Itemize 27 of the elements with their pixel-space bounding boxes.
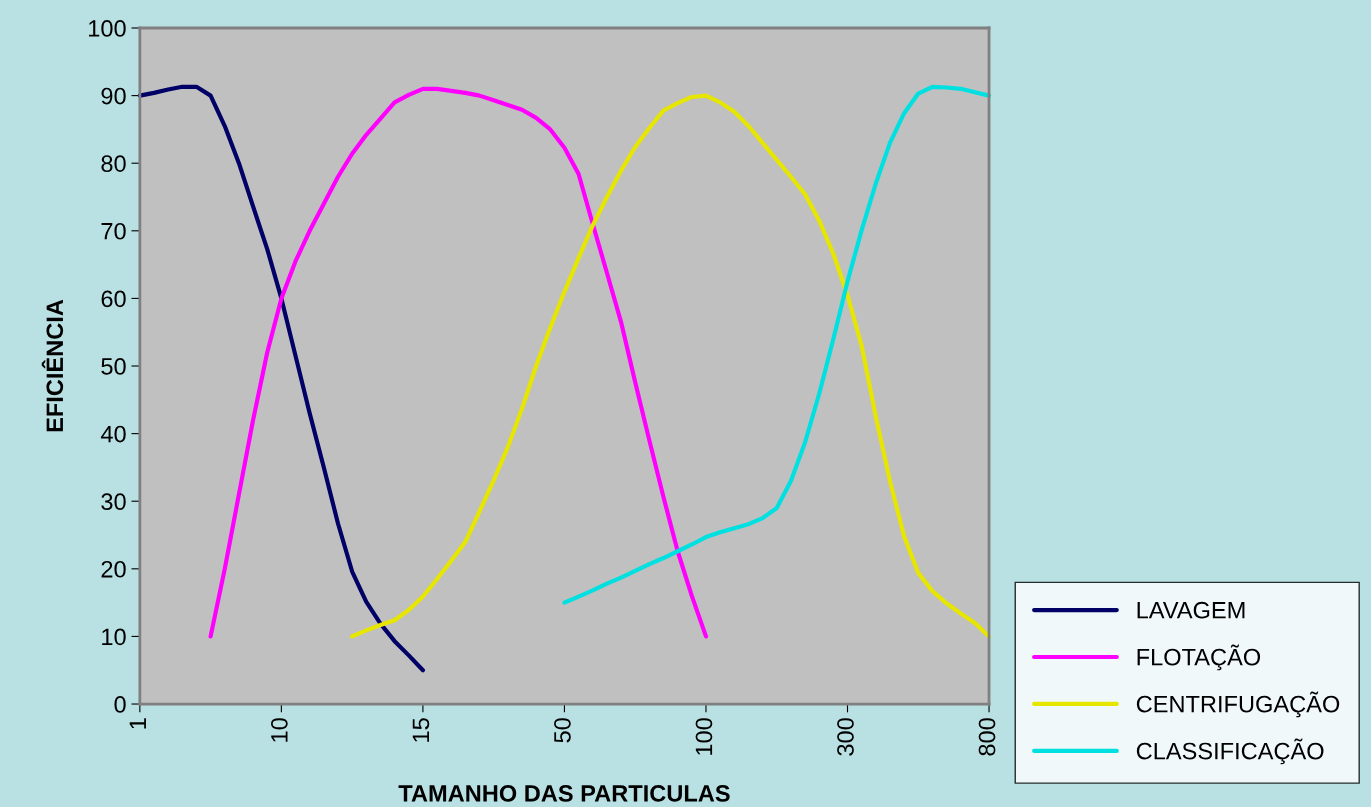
y-axis-title: EFICIÊNCIA <box>41 299 64 432</box>
legend-label: LAVAGEM <box>1137 601 1245 619</box>
x-tick-label: 1 <box>129 718 146 729</box>
x-tick-label: 300 <box>837 718 854 756</box>
x-tick-label: 10 <box>270 718 288 742</box>
legend-label: CENTRIFUGAÇÃO <box>1136 691 1340 718</box>
legend-label: CLASSIFICAÇÃO <box>1136 738 1324 765</box>
x-axis-title: TAMANHO DAS PARTICULAS <box>398 785 730 802</box>
y-tick-label: 90 <box>101 87 126 105</box>
line-series <box>208 86 709 639</box>
x-tick-label: 15 <box>412 718 430 742</box>
y-tick-label: 50 <box>101 358 126 375</box>
line-series <box>562 84 992 605</box>
y-tick-label: 20 <box>101 560 126 578</box>
y-tick-label: 100 <box>89 20 126 37</box>
x-tick-label: 50 <box>554 718 571 743</box>
x-tick-label: 100 <box>695 718 713 755</box>
y-tick-label: 80 <box>101 155 126 172</box>
legend-label: FLOTAÇÃO <box>1137 644 1261 671</box>
x-tick-label: 800 <box>978 718 996 756</box>
y-tick-label: 70 <box>101 222 126 240</box>
line-series <box>350 93 992 639</box>
y-tick-label: 10 <box>102 628 126 646</box>
y-tick-label: 40 <box>100 425 126 443</box>
y-tick-label: 0 <box>114 696 126 713</box>
y-tick-label: 60 <box>101 290 126 308</box>
y-tick-label: 30 <box>101 493 126 511</box>
